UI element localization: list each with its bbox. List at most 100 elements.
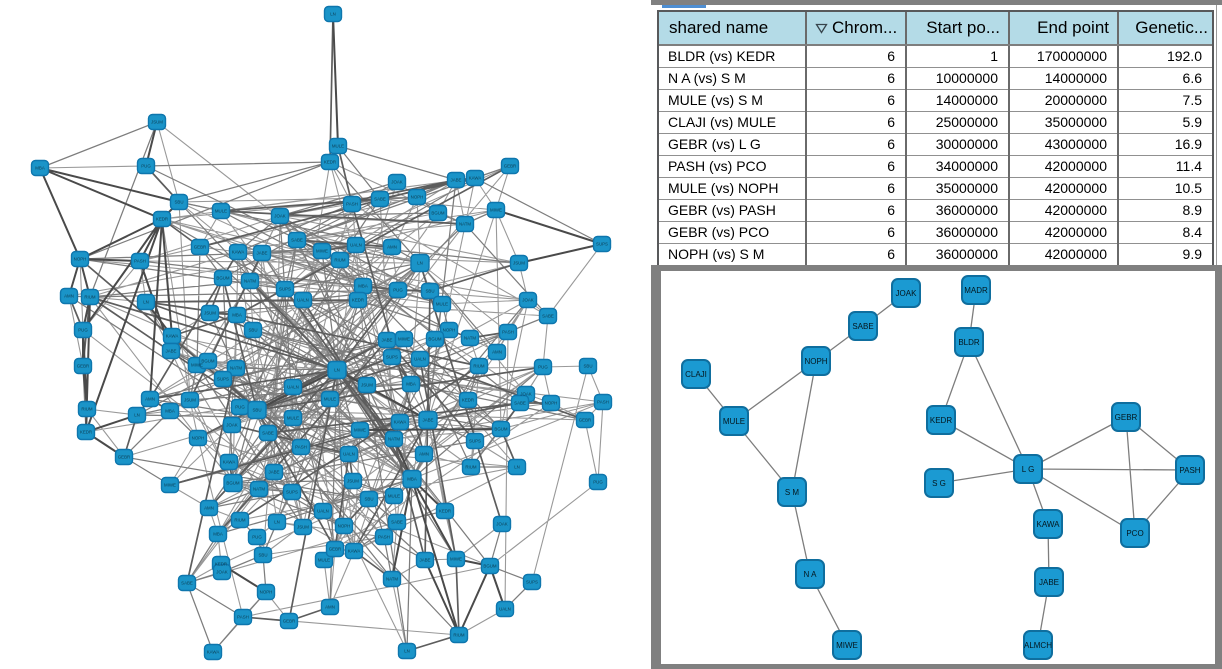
svg-text:MIWE: MIWE xyxy=(164,483,176,488)
svg-text:UALN: UALN xyxy=(350,243,362,248)
svg-text:GEBR: GEBR xyxy=(579,418,591,423)
svg-text:JSUM: JSUM xyxy=(347,479,359,484)
svg-text:MBA: MBA xyxy=(213,532,223,537)
svg-text:KAWA: KAWA xyxy=(207,650,220,655)
svg-text:AMN: AMN xyxy=(145,397,155,402)
svg-text:NATM: NATM xyxy=(388,437,400,442)
svg-text:JOAK: JOAK xyxy=(226,423,238,428)
svg-text:KAWA: KAWA xyxy=(469,176,482,181)
svg-text:AMN: AMN xyxy=(419,452,429,457)
svg-text:SABE: SABE xyxy=(391,520,403,525)
svg-text:KAWA: KAWA xyxy=(166,334,179,339)
svg-text:S M: S M xyxy=(785,488,800,497)
svg-text:MULE: MULE xyxy=(436,302,448,307)
svg-text:UALN: UALN xyxy=(287,385,299,390)
svg-text:MULE: MULE xyxy=(287,416,299,421)
svg-text:PASH: PASH xyxy=(378,535,390,540)
svg-text:GEBR: GEBR xyxy=(1115,413,1138,422)
svg-text:MBA: MBA xyxy=(406,382,416,387)
svg-text:SBU: SBU xyxy=(364,497,373,502)
svg-text:KEDR: KEDR xyxy=(80,430,92,435)
svg-text:NOPH: NOPH xyxy=(443,328,456,333)
svg-text:UALN: UALN xyxy=(414,357,426,362)
svg-text:PUG: PUG xyxy=(235,405,245,410)
svg-text:LN: LN xyxy=(514,465,520,470)
svg-text:PUG: PUG xyxy=(252,535,262,540)
svg-text:MADR: MADR xyxy=(964,286,988,295)
svg-text:GEBR: GEBR xyxy=(329,547,341,552)
svg-text:RIUM: RIUM xyxy=(473,364,485,369)
svg-text:MIWE: MIWE xyxy=(450,557,462,562)
svg-text:NATM: NATM xyxy=(386,577,398,582)
svg-text:UALN: UALN xyxy=(317,509,329,514)
svg-text:L G: L G xyxy=(1022,465,1035,474)
svg-text:PASH: PASH xyxy=(346,202,358,207)
svg-text:NOPH: NOPH xyxy=(411,195,424,200)
svg-text:SUPS: SUPS xyxy=(279,287,291,292)
svg-text:GEBR: GEBR xyxy=(118,455,130,460)
svg-text:LN: LN xyxy=(274,520,280,525)
svg-text:GEBR: GEBR xyxy=(77,364,89,369)
svg-text:NOPH: NOPH xyxy=(338,524,351,529)
svg-text:MIWE: MIWE xyxy=(836,641,858,650)
svg-text:SBU: SBU xyxy=(252,408,261,413)
svg-text:LN: LN xyxy=(334,368,340,373)
svg-text:RIUM: RIUM xyxy=(234,518,246,523)
svg-text:JOAK: JOAK xyxy=(274,214,286,219)
svg-text:RIUM: RIUM xyxy=(81,407,93,412)
svg-text:KEDR: KEDR xyxy=(215,562,227,567)
svg-text:MULE: MULE xyxy=(388,494,400,499)
svg-text:KEDR: KEDR xyxy=(352,298,364,303)
svg-text:PASH: PASH xyxy=(134,259,146,264)
svg-text:BGUM: BGUM xyxy=(201,359,215,364)
svg-text:SUPS: SUPS xyxy=(286,490,298,495)
svg-text:JABE: JABE xyxy=(269,470,280,475)
svg-text:SABE: SABE xyxy=(542,314,554,319)
svg-text:SBU: SBU xyxy=(174,200,183,205)
svg-text:MULE: MULE xyxy=(723,417,745,426)
svg-text:JABE: JABE xyxy=(1039,578,1059,587)
svg-text:SBU: SBU xyxy=(425,289,434,294)
svg-text:JOAK: JOAK xyxy=(391,180,403,185)
svg-text:JSUM: JSUM xyxy=(184,398,196,403)
svg-text:JABE: JABE xyxy=(420,558,431,563)
svg-text:GEBR: GEBR xyxy=(283,619,295,624)
svg-text:JSUM: JSUM xyxy=(361,383,373,388)
svg-text:BGUM: BGUM xyxy=(431,211,445,216)
svg-text:CLAJI: CLAJI xyxy=(685,370,707,379)
svg-text:KAWA: KAWA xyxy=(232,250,245,255)
svg-text:JOAK: JOAK xyxy=(520,392,532,397)
svg-text:KEDR: KEDR xyxy=(439,509,451,514)
svg-text:AMN: AMN xyxy=(204,506,214,511)
svg-text:LN: LN xyxy=(330,12,336,17)
svg-text:MBA: MBA xyxy=(232,313,242,318)
svg-text:PASH: PASH xyxy=(295,445,307,450)
svg-text:PUG: PUG xyxy=(538,365,548,370)
svg-text:MIWE: MIWE xyxy=(490,208,502,213)
svg-text:SBU: SBU xyxy=(258,553,267,558)
svg-text:SBU: SBU xyxy=(583,364,592,369)
svg-text:N A: N A xyxy=(804,570,818,579)
svg-text:BGUM: BGUM xyxy=(483,564,497,569)
svg-text:RIUM: RIUM xyxy=(465,465,477,470)
svg-text:MIWE: MIWE xyxy=(354,428,366,433)
svg-text:SABE: SABE xyxy=(291,238,303,243)
svg-text:MBA: MBA xyxy=(407,477,417,482)
svg-text:KAWA: KAWA xyxy=(1037,520,1061,529)
svg-text:MULE: MULE xyxy=(324,397,336,402)
svg-text:NOPH: NOPH xyxy=(74,257,87,262)
svg-text:JOAK: JOAK xyxy=(216,570,228,575)
svg-text:UALN: UALN xyxy=(297,298,309,303)
svg-text:GEBR: GEBR xyxy=(194,245,206,250)
svg-text:JABE: JABE xyxy=(166,349,177,354)
svg-text:PASH: PASH xyxy=(502,330,514,335)
svg-text:NATM: NATM xyxy=(464,336,476,341)
svg-text:KEDR: KEDR xyxy=(324,160,336,165)
svg-text:NOPH: NOPH xyxy=(260,590,273,595)
svg-text:BGUM: BGUM xyxy=(494,427,508,432)
svg-text:NATM: NATM xyxy=(459,222,471,227)
svg-text:SBU: SBU xyxy=(248,328,257,333)
svg-text:KEDR: KEDR xyxy=(156,217,168,222)
svg-text:KAWA: KAWA xyxy=(223,460,236,465)
svg-text:JOAK: JOAK xyxy=(896,289,918,298)
